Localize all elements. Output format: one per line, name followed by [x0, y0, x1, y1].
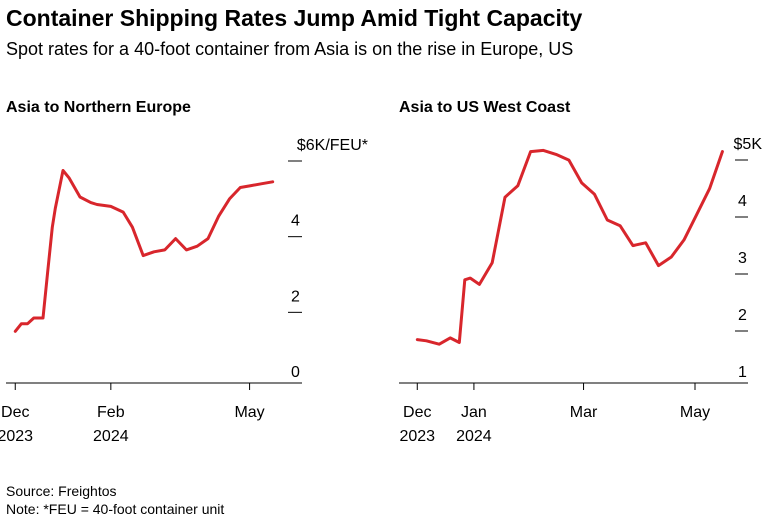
panel-title-europe: Asia to Northern Europe [6, 99, 191, 116]
us-y-tick-label-4: 1 [738, 364, 747, 381]
panel-title-us: Asia to US West Coast [399, 99, 571, 116]
us-x-tick-label-2: Mar [570, 404, 598, 421]
europe-y-tick-label-1: 4 [291, 213, 300, 230]
europe-rate-line [13, 169, 275, 333]
europe-x-tick-label-1: Feb [97, 404, 125, 421]
europe-x-tick-year-0: 2023 [0, 428, 33, 445]
chart-subtitle: Spot rates for a 40-foot container from … [6, 39, 574, 59]
europe-x-tick-year-1: 2024 [93, 428, 129, 445]
feu-note: Note: *FEU = 40-foot container unit [6, 501, 225, 517]
us-x-tick-label-3: May [680, 404, 710, 421]
europe-x-tick-label-2: May [234, 404, 264, 421]
us-y-tick-label-0: $5K [734, 136, 763, 153]
us-x-tick-year-1: 2024 [456, 428, 492, 445]
source-note: Source: Freightos [6, 483, 117, 499]
europe-x-tick-label-0: Dec [1, 404, 29, 421]
us-y-tick-label-2: 3 [738, 250, 747, 267]
us-x-tick-year-0: 2023 [399, 428, 435, 445]
us-x-tick-label-0: Dec [403, 404, 431, 421]
europe-y-tick-label-2: 2 [291, 288, 300, 305]
europe-y-tick-label-0: $6K/FEU* [297, 137, 368, 154]
us-rate-line [415, 148, 724, 346]
us-y-tick-label-1: 4 [738, 193, 747, 210]
europe-y-tick-label-3: 0 [291, 364, 300, 381]
us-y-tick-label-3: 2 [738, 307, 747, 324]
us-x-tick-label-1: Jan [461, 404, 487, 421]
chart-title: Container Shipping Rates Jump Amid Tight… [6, 5, 583, 31]
